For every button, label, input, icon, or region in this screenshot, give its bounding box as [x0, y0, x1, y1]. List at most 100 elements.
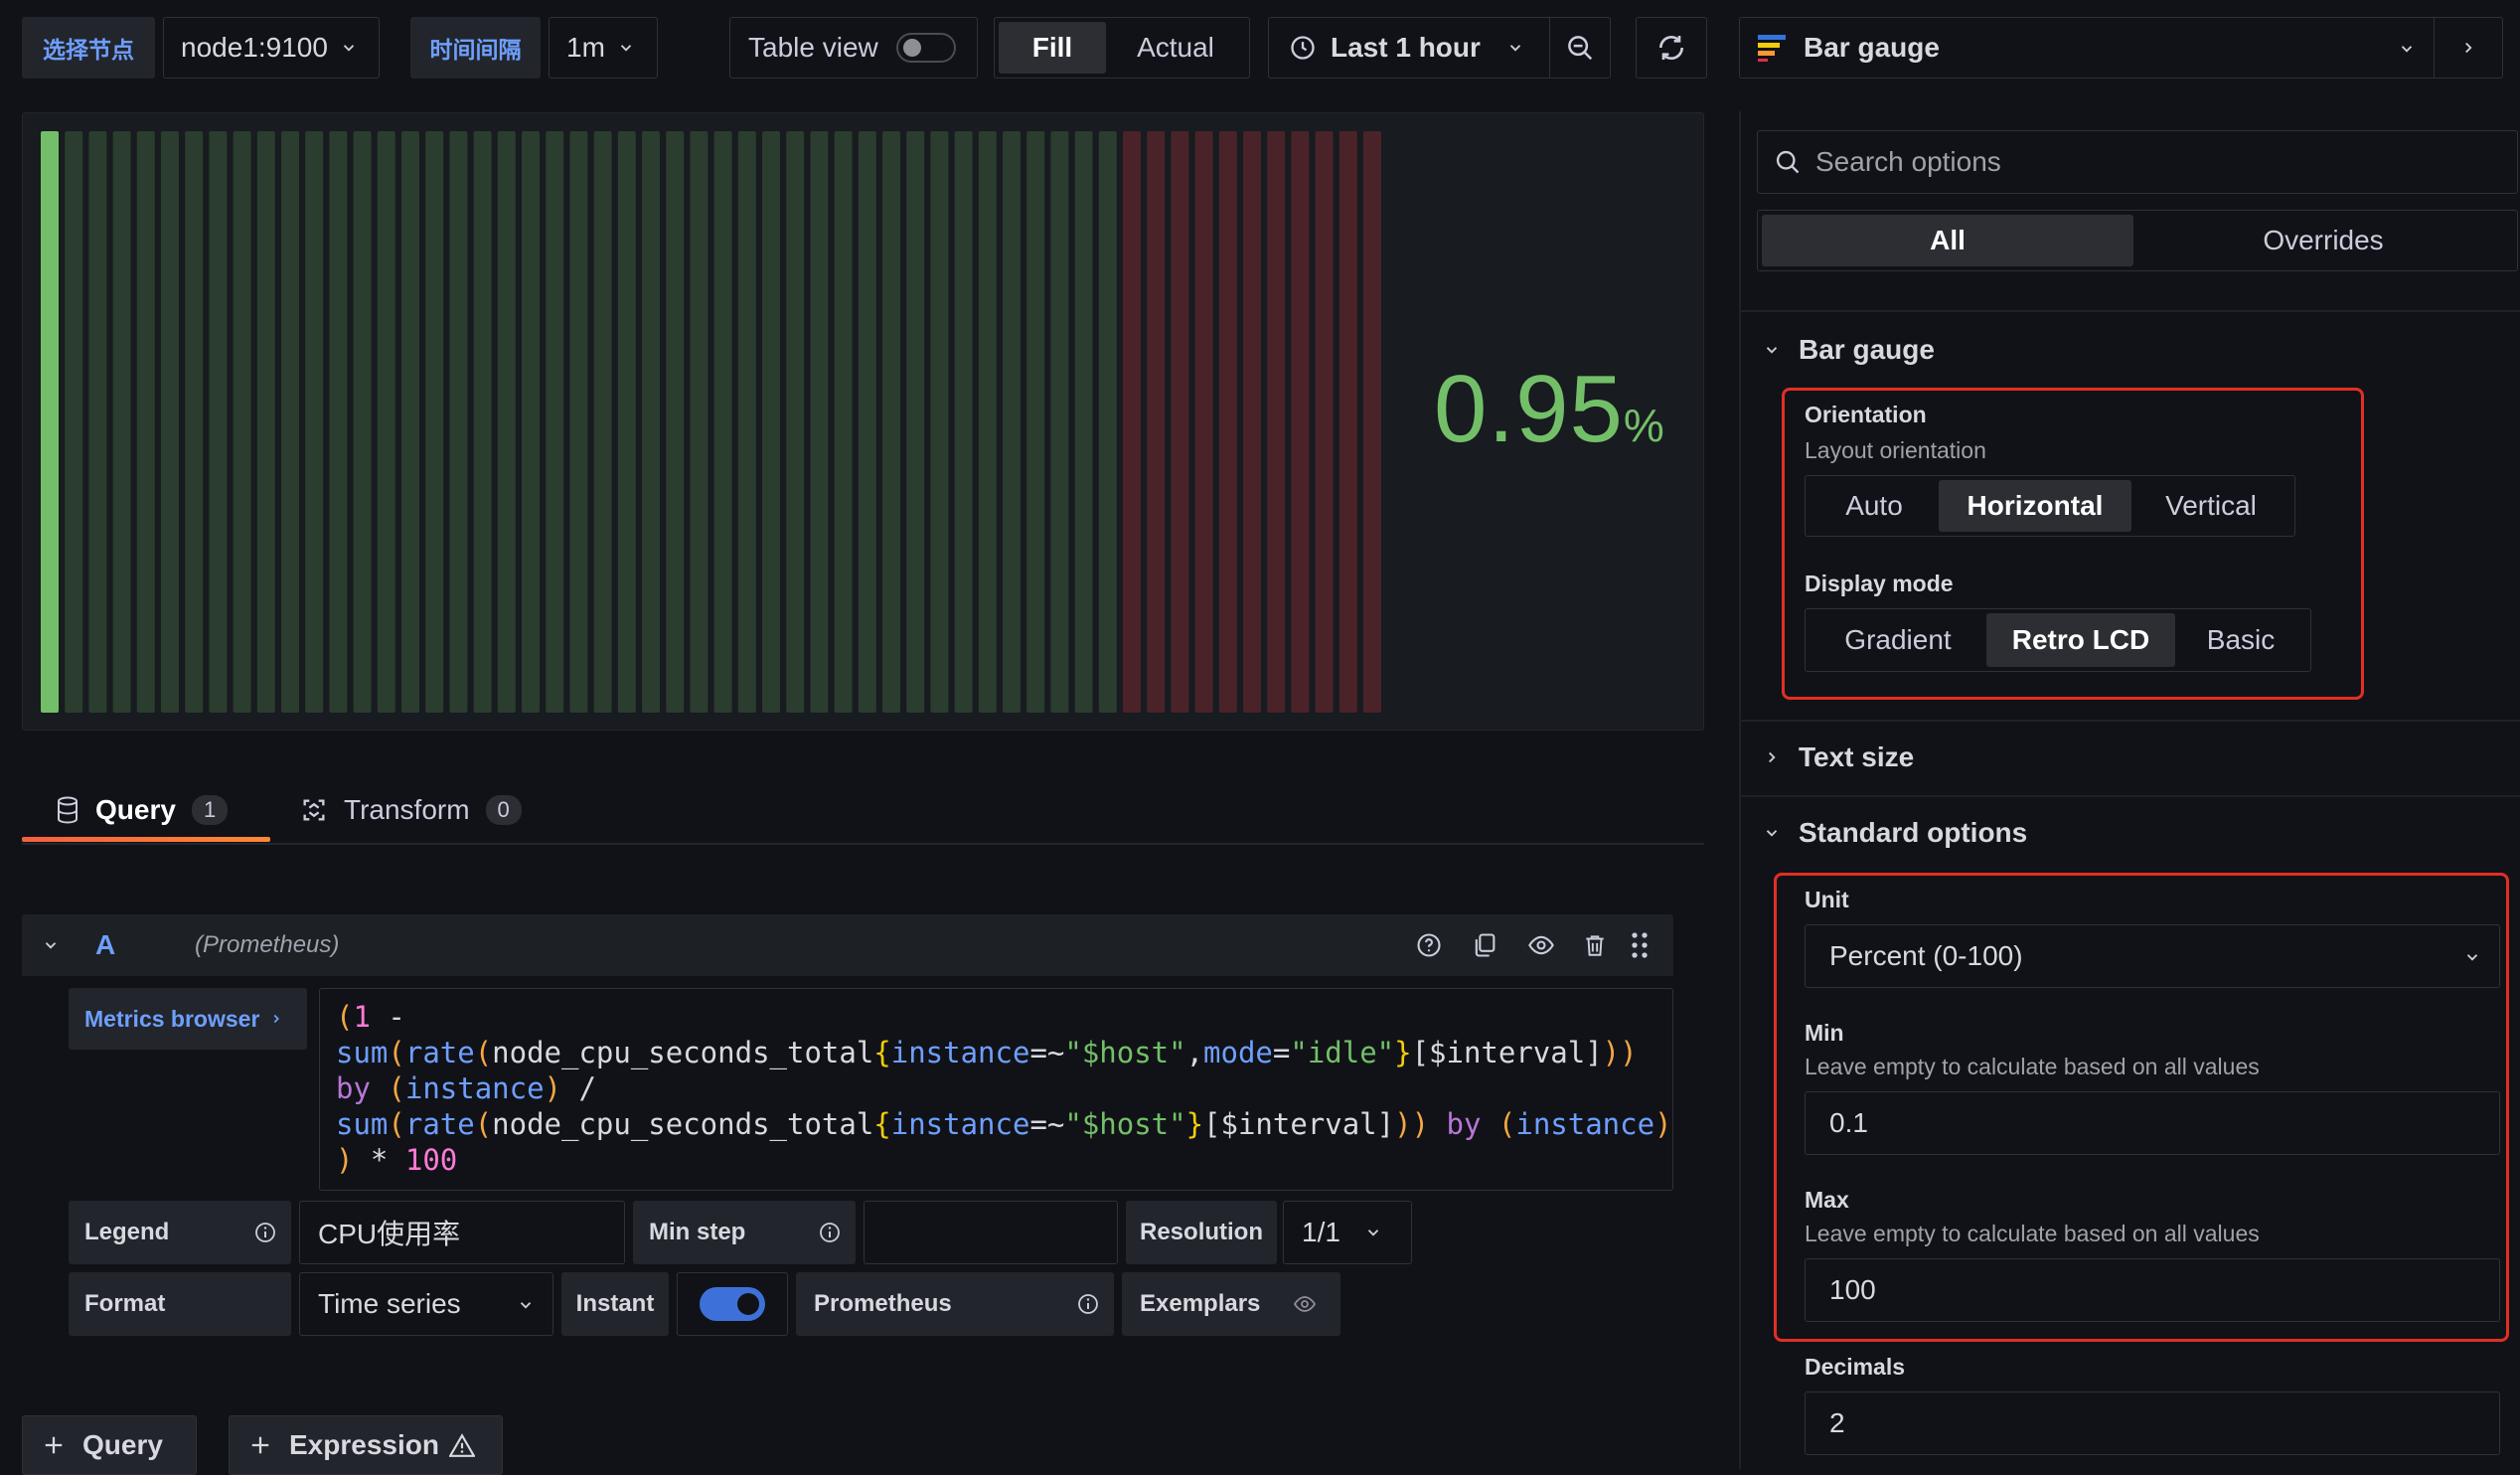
lcd-cell: [329, 131, 348, 713]
section-text-size-header[interactable]: Text size: [1757, 738, 1914, 777]
bar-gauge-lcd: [41, 131, 1392, 713]
min-step-label-text: Min step: [649, 1219, 746, 1245]
lcd-cell: [737, 131, 756, 713]
zoom-out-icon: [1565, 33, 1595, 63]
refresh-button[interactable]: [1636, 17, 1707, 79]
section-standard-options-label: Standard options: [1799, 817, 2028, 848]
display-mode-basic[interactable]: Basic: [2206, 624, 2276, 655]
unit-select[interactable]: Percent (0-100): [1805, 924, 2500, 988]
code-token: [$interval]: [1411, 1036, 1603, 1069]
lcd-cell: [1171, 131, 1189, 713]
drag-handle-icon[interactable]: [1630, 930, 1650, 960]
help-icon[interactable]: [1415, 931, 1443, 959]
search-options-input[interactable]: Search options: [1757, 130, 2518, 194]
legend-input[interactable]: CPU使用率: [299, 1201, 625, 1264]
lcd-cell: [642, 131, 660, 713]
copy-icon[interactable]: [1471, 931, 1498, 959]
visualization-picker[interactable]: Bar gauge: [1739, 17, 2435, 79]
lcd-cell: [305, 131, 324, 713]
chevron-down-icon[interactable]: [42, 936, 60, 954]
lcd-cell: [569, 131, 588, 713]
trash-icon[interactable]: [1582, 931, 1608, 959]
lcd-cell: [834, 131, 853, 713]
chevron-down-icon: [1364, 1224, 1382, 1241]
section-standard-options-header[interactable]: Standard options: [1757, 813, 2027, 853]
lcd-cell: [1098, 131, 1117, 713]
code-token: ): [544, 1071, 562, 1105]
actual-button[interactable]: Actual: [1137, 32, 1214, 63]
instant-switch[interactable]: [700, 1287, 765, 1321]
min-step-input[interactable]: [864, 1201, 1118, 1264]
orientation-auto[interactable]: Auto: [1845, 490, 1903, 521]
table-view-switch[interactable]: [895, 33, 956, 63]
tab-overrides[interactable]: Overrides: [2263, 225, 2384, 255]
add-expression-button[interactable]: Expression: [229, 1415, 503, 1475]
info-icon[interactable]: [1076, 1292, 1100, 1316]
gauge-value-unit: %: [1623, 400, 1665, 451]
unit-value: Percent (0-100): [1829, 940, 2023, 971]
lcd-cell: [353, 131, 372, 713]
decimals-input[interactable]: 2: [1805, 1392, 2500, 1455]
time-range-picker[interactable]: Last 1 hour: [1268, 17, 1550, 79]
code-token: }: [1394, 1036, 1412, 1069]
resolution-select[interactable]: 1/1: [1283, 1201, 1412, 1264]
lcd-cell: [713, 131, 732, 713]
lcd-cell: [256, 131, 275, 713]
search-icon: [1774, 148, 1802, 176]
eye-icon[interactable]: [1291, 1292, 1319, 1316]
lcd-cell: [1291, 131, 1310, 713]
min-input[interactable]: 0.1: [1805, 1091, 2500, 1155]
display-mode-retro-lcd[interactable]: Retro LCD: [1986, 613, 2175, 667]
lcd-cell: [233, 131, 251, 713]
lcd-cell: [593, 131, 612, 713]
instant-toggle[interactable]: [677, 1272, 788, 1336]
variable-interval-select[interactable]: 1m: [549, 17, 658, 79]
min-step-label: Min step: [633, 1201, 856, 1264]
table-view-toggle[interactable]: Table view: [729, 17, 978, 79]
lcd-cell: [810, 131, 829, 713]
tab-all[interactable]: All: [1762, 215, 2133, 266]
info-icon[interactable]: [253, 1221, 277, 1244]
section-bar-gauge-header[interactable]: Bar gauge: [1757, 330, 1935, 370]
time-range-label: Last 1 hour: [1331, 32, 1481, 63]
tab-transform[interactable]: Transform 0: [300, 775, 558, 845]
code-token: 100: [404, 1143, 458, 1177]
code-token: (: [336, 1000, 354, 1034]
info-icon[interactable]: [818, 1221, 842, 1244]
lcd-cell: [1074, 131, 1093, 713]
chevron-right-icon: [269, 1012, 283, 1026]
format-select[interactable]: Time series: [299, 1272, 553, 1336]
lcd-cell: [617, 131, 636, 713]
legend-label: Legend: [69, 1201, 291, 1264]
max-description: Leave empty to calculate based on all va…: [1805, 1221, 2260, 1246]
code-token: *: [353, 1143, 405, 1177]
tab-query-underline: [22, 837, 270, 842]
plus-icon: [249, 1434, 271, 1456]
eye-icon[interactable]: [1526, 931, 1556, 959]
add-query-button[interactable]: Query: [22, 1415, 197, 1475]
variable-host-select[interactable]: node1:9100: [163, 17, 380, 79]
code-token: instance: [890, 1107, 1030, 1141]
display-mode-gradient[interactable]: Gradient: [1844, 624, 1952, 655]
orientation-horizontal[interactable]: Horizontal: [1939, 480, 2131, 532]
bar-gauge-icon: [1758, 33, 1790, 63]
table-view-label: Table view: [748, 32, 878, 63]
query-ref-id[interactable]: A: [95, 929, 116, 960]
orientation-vertical[interactable]: Vertical: [2165, 490, 2257, 521]
code-token: node_cpu_seconds_total: [492, 1107, 874, 1141]
panel-preview: 0.95%: [22, 112, 1704, 731]
code-token: (: [388, 1036, 405, 1069]
code-token: sum: [336, 1107, 389, 1141]
fill-button[interactable]: Fill: [999, 22, 1106, 74]
query-code-editor[interactable]: (1 - sum(rate(node_cpu_seconds_total{inst…: [319, 988, 1673, 1191]
metrics-browser-button[interactable]: Metrics browser: [69, 988, 307, 1050]
zoom-out-button[interactable]: [1549, 17, 1611, 79]
code-token: ): [1654, 1107, 1672, 1141]
section-text-size-label: Text size: [1799, 741, 1915, 772]
code-token: (: [474, 1036, 493, 1069]
tab-transform-count: 0: [485, 795, 522, 825]
resolution-label: Resolution: [1126, 1201, 1277, 1264]
tab-query[interactable]: Query 1: [22, 775, 270, 845]
max-input[interactable]: 100: [1805, 1258, 2500, 1322]
collapse-options-button[interactable]: [2434, 17, 2503, 79]
